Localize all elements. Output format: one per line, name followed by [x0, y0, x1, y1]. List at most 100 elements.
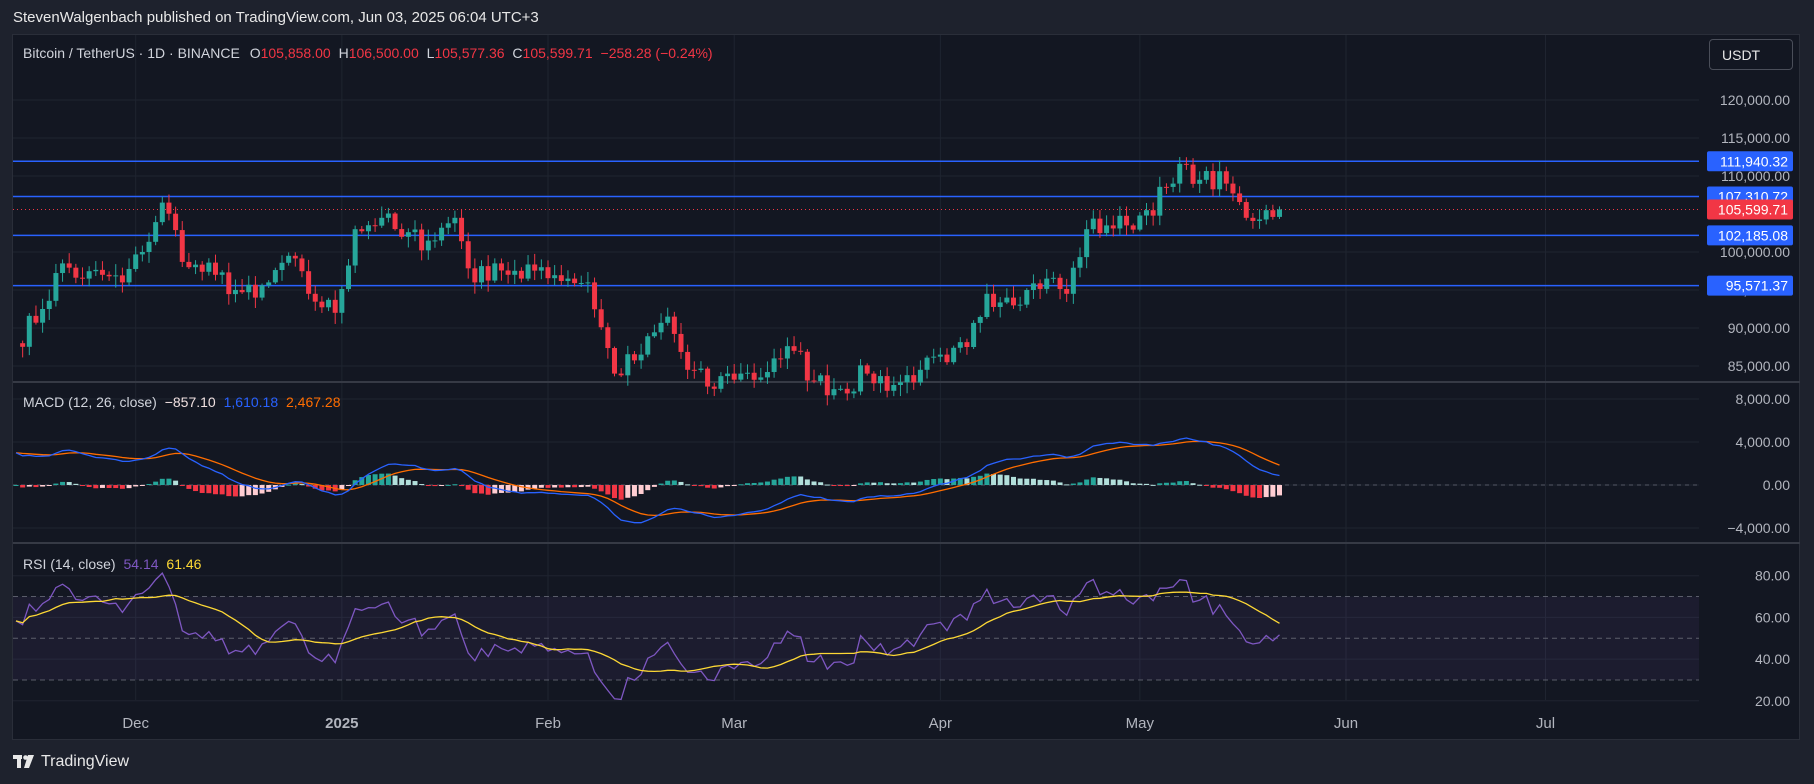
candle-body: [864, 365, 870, 374]
macd-histogram-bar: [46, 485, 52, 486]
candle-body: [618, 373, 624, 376]
macd-histogram-bar: [844, 485, 850, 487]
macd-histogram-bar: [452, 484, 458, 486]
macd-axis-label: 4,000.00: [1736, 434, 1791, 450]
macd-histogram-bar: [425, 485, 431, 486]
macd-histogram-bar: [505, 485, 511, 493]
rsi-axis-label: 60.00: [1755, 609, 1790, 625]
macd-histogram-bar: [99, 485, 105, 488]
macd-histogram-bar: [40, 485, 46, 487]
candle-body: [206, 262, 212, 272]
macd-histogram-bar: [798, 476, 804, 485]
candle-body: [272, 270, 278, 283]
macd-histogram-bar: [917, 481, 923, 485]
candle-body: [73, 267, 79, 278]
candle-body: [924, 357, 930, 370]
candle-body: [213, 262, 218, 275]
candle-body: [419, 229, 425, 251]
macd-histogram-bar: [213, 485, 218, 495]
currency-button[interactable]: USDT: [1709, 39, 1793, 70]
candle-body: [705, 368, 711, 387]
candle-body: [1170, 183, 1176, 187]
candle-body: [711, 386, 717, 389]
macd-histogram-bar: [725, 485, 731, 487]
candle-body: [1163, 186, 1169, 188]
macd-histogram-bar: [485, 485, 491, 495]
candle-body: [186, 261, 192, 268]
candle-body: [219, 272, 225, 275]
macd-histogram-bar: [379, 473, 385, 485]
candle-body: [399, 229, 405, 237]
macd-histogram-bar: [53, 483, 59, 485]
rsi-line: [15, 572, 1280, 701]
candle-body: [246, 284, 252, 293]
candle-body: [964, 342, 970, 347]
candle-body: [951, 347, 957, 363]
macd-axis-label: 8,000.00: [1736, 391, 1791, 407]
price-axis-label: 120,000.00: [1720, 92, 1790, 108]
level-price-tag-bg: [1707, 275, 1793, 296]
macd-histogram-bar: [93, 485, 99, 489]
candle-body: [93, 269, 99, 272]
macd-histogram-bar: [326, 485, 332, 491]
macd-histogram-bar: [811, 481, 817, 485]
macd-histogram-bar: [804, 479, 810, 485]
macd-histogram-bar: [239, 485, 245, 497]
macd-histogram-bar: [372, 474, 378, 485]
last-price-tag: 105,599.71: [1718, 201, 1788, 217]
candle-body: [352, 229, 358, 266]
candle-body: [346, 265, 351, 290]
macd-histogram-bar: [1057, 482, 1063, 485]
candle-body: [984, 293, 990, 317]
macd-histogram-bar: [86, 485, 92, 488]
macd-legend[interactable]: MACD (12, 26, close) −857.10 1,610.18 2,…: [23, 394, 341, 410]
time-axis-label: Jul: [1536, 715, 1555, 732]
candle-body: [1044, 278, 1050, 289]
macd-histogram-bar: [711, 485, 717, 489]
candle-body: [1117, 215, 1123, 229]
macd-histogram-bar: [439, 485, 445, 486]
candle-body: [844, 388, 850, 394]
candle-body: [99, 269, 105, 275]
candle-body: [199, 264, 205, 272]
candle-body: [1144, 210, 1149, 216]
macd-histogram-bar: [1263, 485, 1269, 498]
macd-histogram-bar: [405, 479, 411, 485]
candle-body: [119, 275, 125, 283]
candle-body: [838, 388, 844, 390]
candle-body: [299, 258, 305, 272]
macd-pane: [13, 437, 1282, 524]
macd-histogram-bar: [66, 482, 72, 485]
high-value: 106,500.00: [348, 45, 419, 61]
macd-histogram-bar: [392, 475, 398, 485]
level-price-tag-bg: [1707, 225, 1793, 246]
macd-histogram-bar: [365, 474, 371, 485]
tradingview-brand[interactable]: TradingView: [13, 753, 129, 771]
candle-body: [731, 373, 737, 380]
high-label: H: [338, 45, 349, 61]
candle-body: [1084, 229, 1090, 258]
candle-body: [598, 309, 604, 328]
candle-body: [638, 354, 644, 361]
symbol-legend[interactable]: Bitcoin / TetherUS · 1D · BINANCE O105,8…: [23, 45, 713, 61]
candle-body: [937, 354, 943, 357]
candle-body: [306, 271, 312, 294]
macd-histogram-bar: [871, 482, 877, 485]
macd-histogram-bar: [924, 479, 930, 485]
candle-body: [991, 293, 997, 307]
candle-body: [226, 272, 232, 295]
macd-axis-label: 0.00: [1763, 477, 1790, 493]
candle-body: [631, 354, 637, 361]
candle-body: [459, 217, 465, 242]
candle-body: [166, 202, 172, 214]
macd-histogram-bar: [1097, 477, 1103, 485]
macd-histogram-bar: [884, 483, 890, 485]
candle-body: [1177, 163, 1183, 184]
candle-body: [558, 275, 564, 282]
candle-body: [545, 267, 551, 279]
macd-histogram-bar: [292, 483, 298, 485]
candle-body: [312, 293, 318, 302]
rsi-legend[interactable]: RSI (14, close) 54.14 61.46: [23, 556, 201, 572]
macd-histogram-bar: [33, 485, 39, 488]
